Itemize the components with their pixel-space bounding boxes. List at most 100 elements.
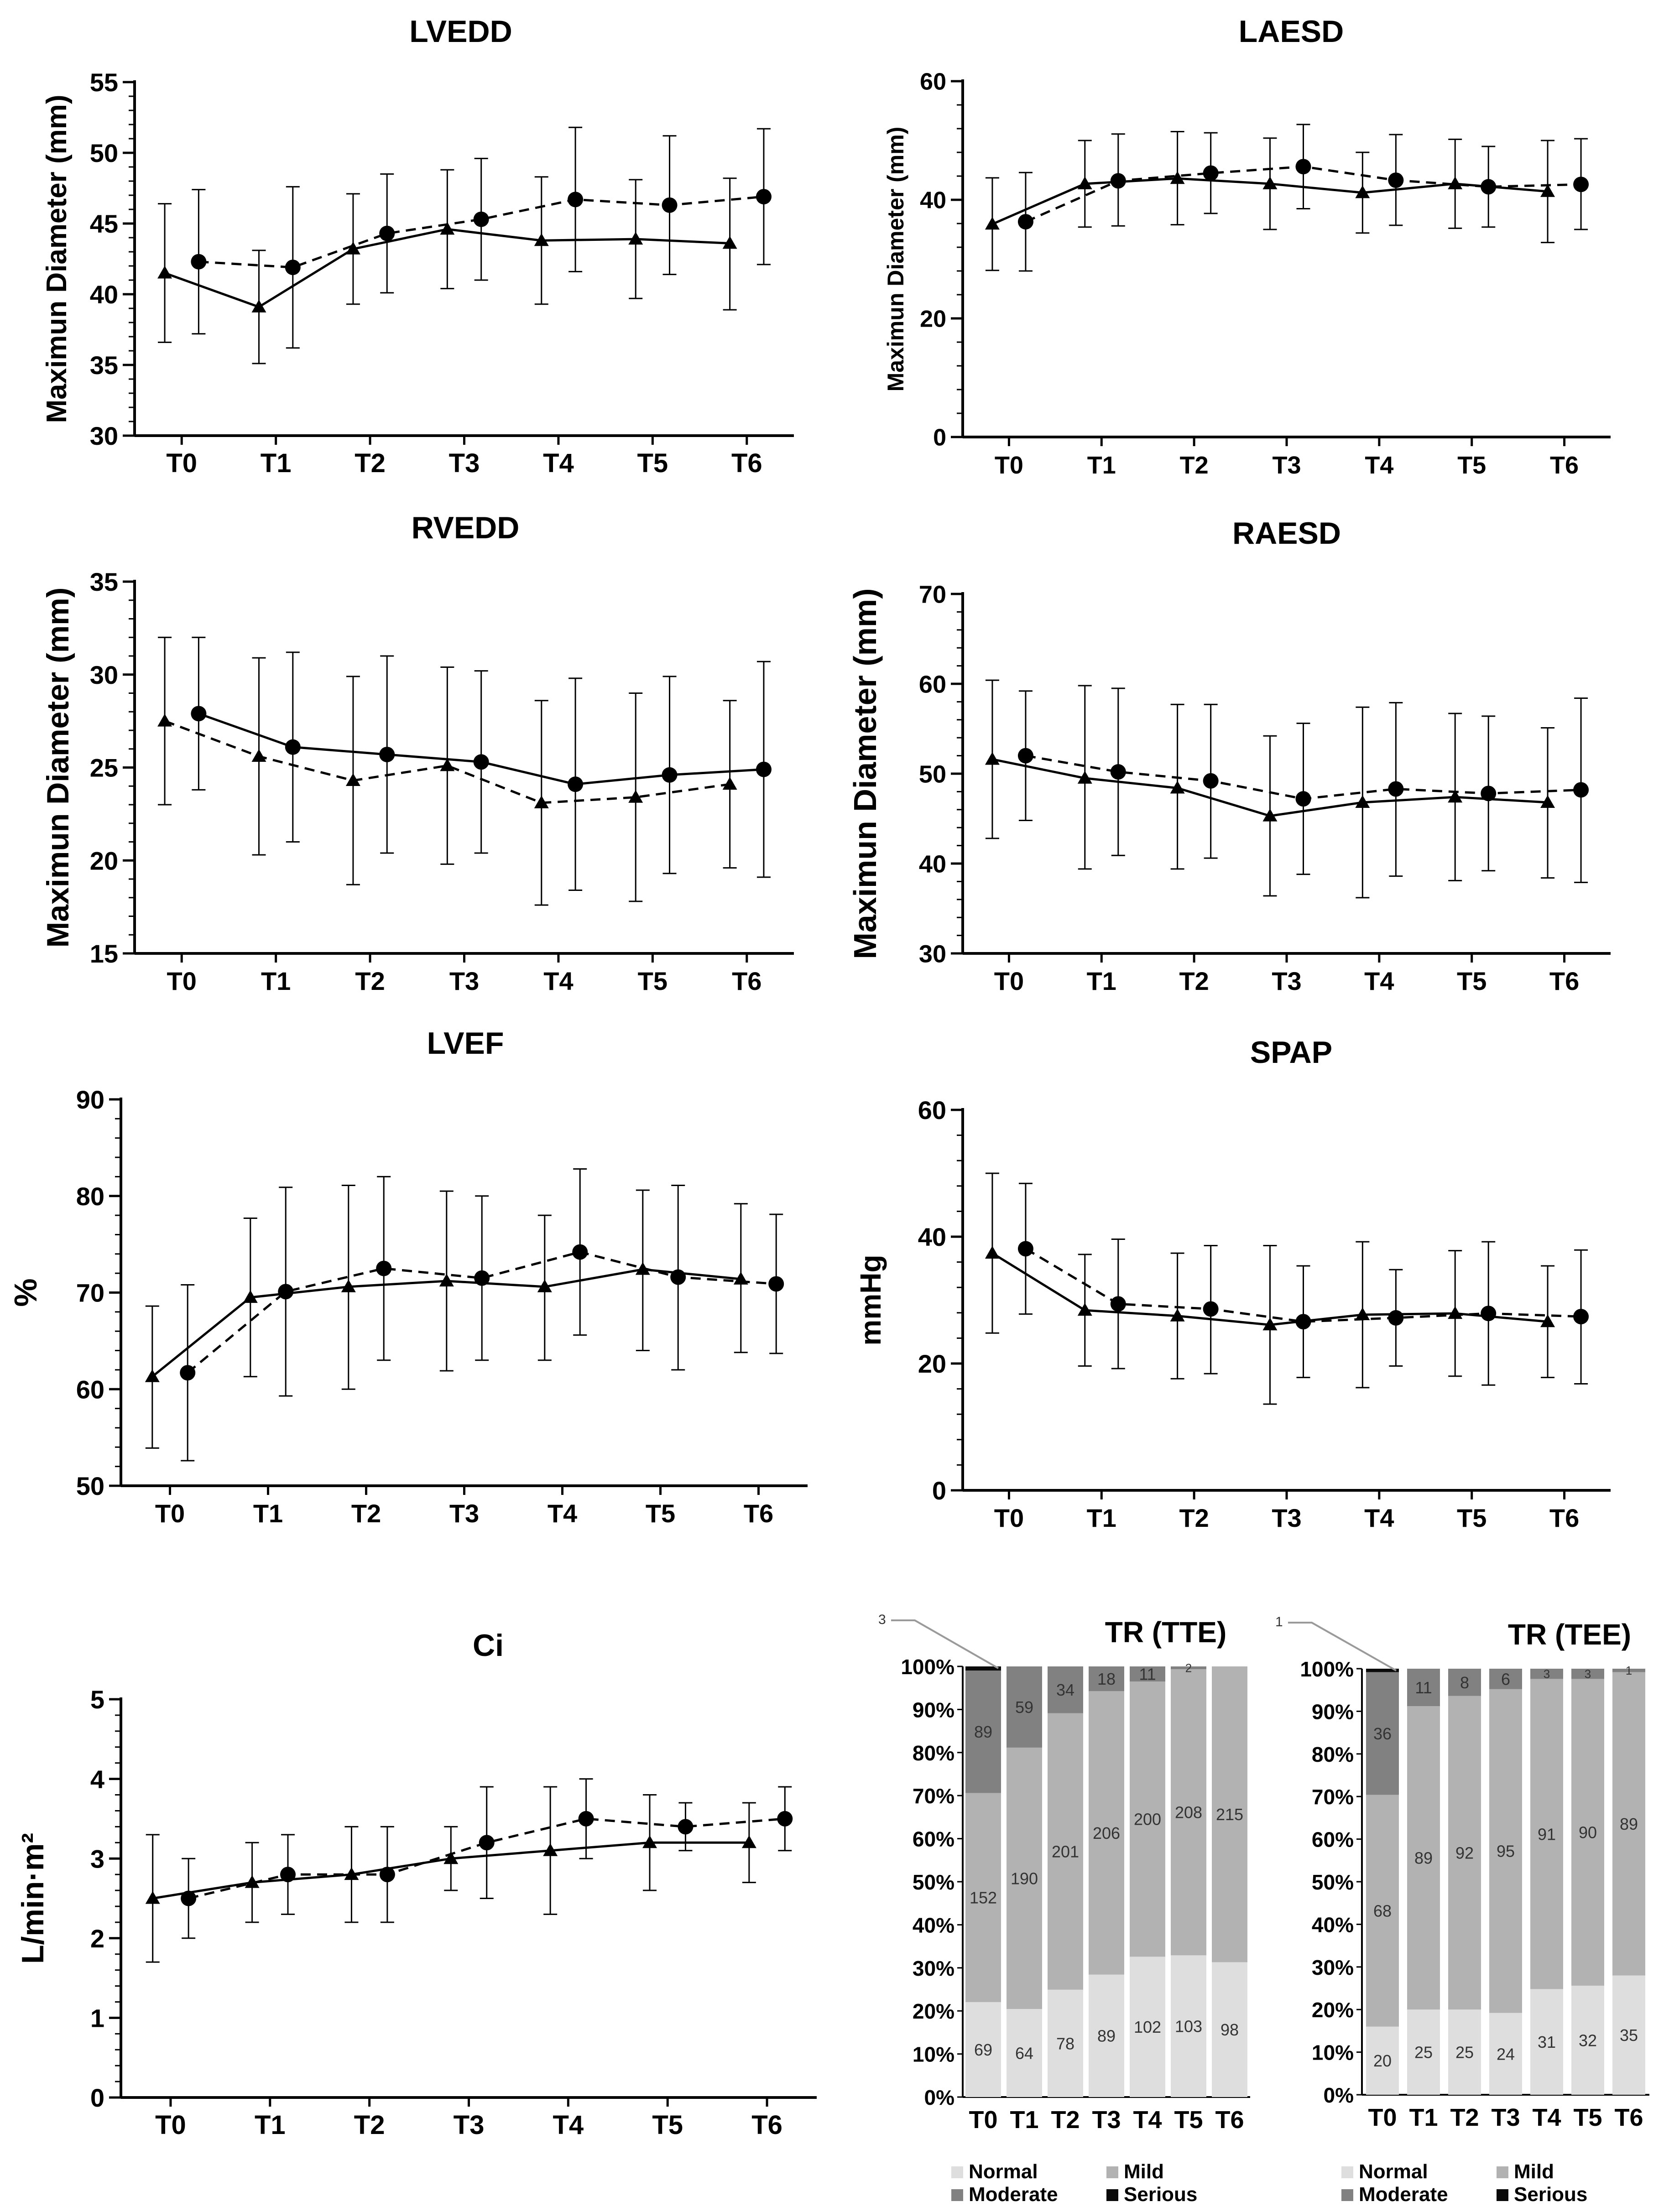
circle-marker bbox=[379, 225, 395, 241]
y-tick-label: 20% bbox=[1312, 1998, 1354, 2022]
bar-segment-normal bbox=[1130, 1957, 1165, 2097]
circle-marker bbox=[1110, 764, 1126, 780]
line-chart-laesd: LAESD Maximun Diameter (mm) 0 20 40 60 T0 T1 T2 T… bbox=[883, 14, 1611, 479]
line-chart-rvedd: RVEDD Maximun Diameter (mm) 15 20 25 30 35 T0 T1… bbox=[41, 510, 794, 995]
bar-value-label: 98 bbox=[1220, 2020, 1239, 2039]
legend-swatch-serious bbox=[1106, 2189, 1118, 2201]
bar-segment-moderate bbox=[1171, 1666, 1206, 1670]
y-tick-label: 40 bbox=[90, 280, 118, 309]
bar-value-label: 1 bbox=[1626, 1664, 1632, 1677]
circle-marker bbox=[568, 192, 584, 208]
x-tick-label: T3 bbox=[1491, 2104, 1520, 2131]
circle-marker bbox=[191, 706, 207, 722]
line-chart-lvef: LVEF% 50 60 70 80 90 T0 T1 T2 T3 T4 T5 T6 bbox=[8, 1026, 808, 1528]
y-tick-label: 3 bbox=[90, 1844, 104, 1873]
x-tick-label: T3 bbox=[454, 2110, 485, 2140]
y-tick-label: 0% bbox=[924, 2086, 954, 2109]
bar-segment-normal bbox=[1366, 2026, 1399, 2095]
circle-marker bbox=[1203, 773, 1219, 789]
triangle-marker bbox=[251, 749, 266, 762]
bar-segment-normal bbox=[1089, 1974, 1124, 2097]
bar-segment-moderate bbox=[1612, 1669, 1645, 1672]
circle-marker bbox=[1295, 159, 1311, 175]
legend-label: Mild bbox=[1124, 2160, 1164, 2183]
y-tick-label: 100% bbox=[1300, 1657, 1354, 1681]
circle-marker bbox=[1481, 786, 1497, 802]
chart-title: LVEF bbox=[427, 1026, 504, 1061]
circle-marker bbox=[479, 1835, 495, 1851]
y-tick-label: 100% bbox=[901, 1655, 954, 1679]
bar-value-label: 24 bbox=[1497, 2045, 1515, 2063]
y-tick-label: 90 bbox=[76, 1085, 104, 1114]
bar-value-label: 11 bbox=[1415, 1678, 1432, 1697]
x-tick-label: T5 bbox=[652, 2110, 683, 2140]
y-tick-label: 50 bbox=[76, 1472, 104, 1500]
y-tick-label: 2 bbox=[90, 1924, 104, 1953]
bar-segment-normal bbox=[1448, 2009, 1481, 2095]
y-tick-label: 30% bbox=[913, 1957, 954, 1980]
triangle-marker bbox=[1077, 1303, 1092, 1316]
bar-value-label: 3 bbox=[1544, 1667, 1550, 1681]
y-tick-label: 10% bbox=[1312, 2041, 1354, 2065]
x-tick-label: T0 bbox=[1368, 2104, 1397, 2131]
x-tick-label: T3 bbox=[1272, 452, 1301, 479]
x-tick-label: T2 bbox=[354, 2110, 385, 2140]
bar-value-label: 59 bbox=[1015, 1698, 1033, 1717]
x-tick-label: T2 bbox=[1180, 452, 1209, 479]
y-tick-label: 50% bbox=[1312, 1870, 1354, 1894]
legend-label: Normal bbox=[969, 2160, 1038, 2183]
bar-value-label: 95 bbox=[1497, 1842, 1515, 1861]
triangle-marker bbox=[1262, 1317, 1278, 1331]
y-tick-label: 30% bbox=[1312, 1956, 1354, 1979]
x-tick-label: T0 bbox=[994, 967, 1024, 995]
bar-segment-moderate bbox=[1530, 1669, 1563, 1679]
series-circle-dashed bbox=[1017, 1182, 1589, 1386]
bar-segment-moderate bbox=[1366, 1672, 1399, 1795]
callout-line bbox=[1288, 1622, 1397, 1671]
y-tick-label: 0 bbox=[932, 1476, 946, 1505]
x-tick-label: T6 bbox=[731, 448, 762, 478]
bar-value-label: 208 bbox=[1175, 1803, 1202, 1822]
triangle-marker bbox=[537, 1279, 552, 1292]
bar-value-label: 103 bbox=[1175, 2017, 1202, 2036]
y-axis-label: Maximun Diameter (mm) bbox=[41, 588, 75, 948]
series-triangle-solid bbox=[985, 679, 1555, 899]
stacked-bar-tr-tee-: TR (TEE) 0% 10% 20% 30% 40% 50% 60% 70% 80% 90% 100… bbox=[1275, 1614, 1649, 2206]
x-tick-label: T0 bbox=[155, 1499, 185, 1528]
x-tick-label: T2 bbox=[351, 1499, 381, 1528]
bar-value-label: 6 bbox=[1501, 1670, 1510, 1688]
triangle-marker bbox=[1540, 795, 1555, 808]
circle-marker bbox=[285, 260, 301, 276]
x-tick-label: T4 bbox=[1364, 1504, 1394, 1532]
y-tick-label: 90% bbox=[1312, 1700, 1354, 1723]
bar-segment-normal bbox=[1171, 1955, 1206, 2097]
circle-marker bbox=[473, 754, 489, 770]
bar-value-label: 8 bbox=[1460, 1673, 1469, 1692]
y-tick-label: 30 bbox=[919, 940, 946, 968]
triangle-marker bbox=[1540, 1314, 1555, 1327]
triangle-marker bbox=[443, 1851, 459, 1864]
triangle-marker bbox=[1448, 790, 1463, 803]
triangle-marker bbox=[1170, 1308, 1185, 1322]
bar-value-label: 32 bbox=[1579, 2031, 1597, 2050]
circle-marker bbox=[191, 254, 207, 270]
x-tick-label: T2 bbox=[355, 967, 385, 995]
series-triangle-solid bbox=[985, 1172, 1555, 1405]
bar-segment-moderate bbox=[1007, 1666, 1042, 1748]
y-tick-label: 0 bbox=[90, 2083, 104, 2112]
bar-value-label: 69 bbox=[974, 2040, 992, 2059]
chart-title: LAESD bbox=[1239, 14, 1344, 49]
series-triangle-solid bbox=[157, 169, 737, 364]
x-tick-label: T1 bbox=[261, 967, 291, 995]
series-circle-dashed bbox=[1017, 687, 1589, 883]
y-tick-label: 50% bbox=[913, 1870, 954, 1894]
y-tick-label: 20% bbox=[913, 1999, 954, 2023]
legend-swatch-normal bbox=[951, 2166, 963, 2178]
triangle-marker bbox=[1262, 808, 1278, 822]
bar-value-label: 102 bbox=[1134, 2018, 1161, 2036]
circle-marker bbox=[1203, 165, 1219, 181]
triangle-marker bbox=[440, 222, 455, 235]
bar-segment-moderate bbox=[965, 1671, 1001, 1793]
triangle-marker bbox=[157, 713, 172, 727]
